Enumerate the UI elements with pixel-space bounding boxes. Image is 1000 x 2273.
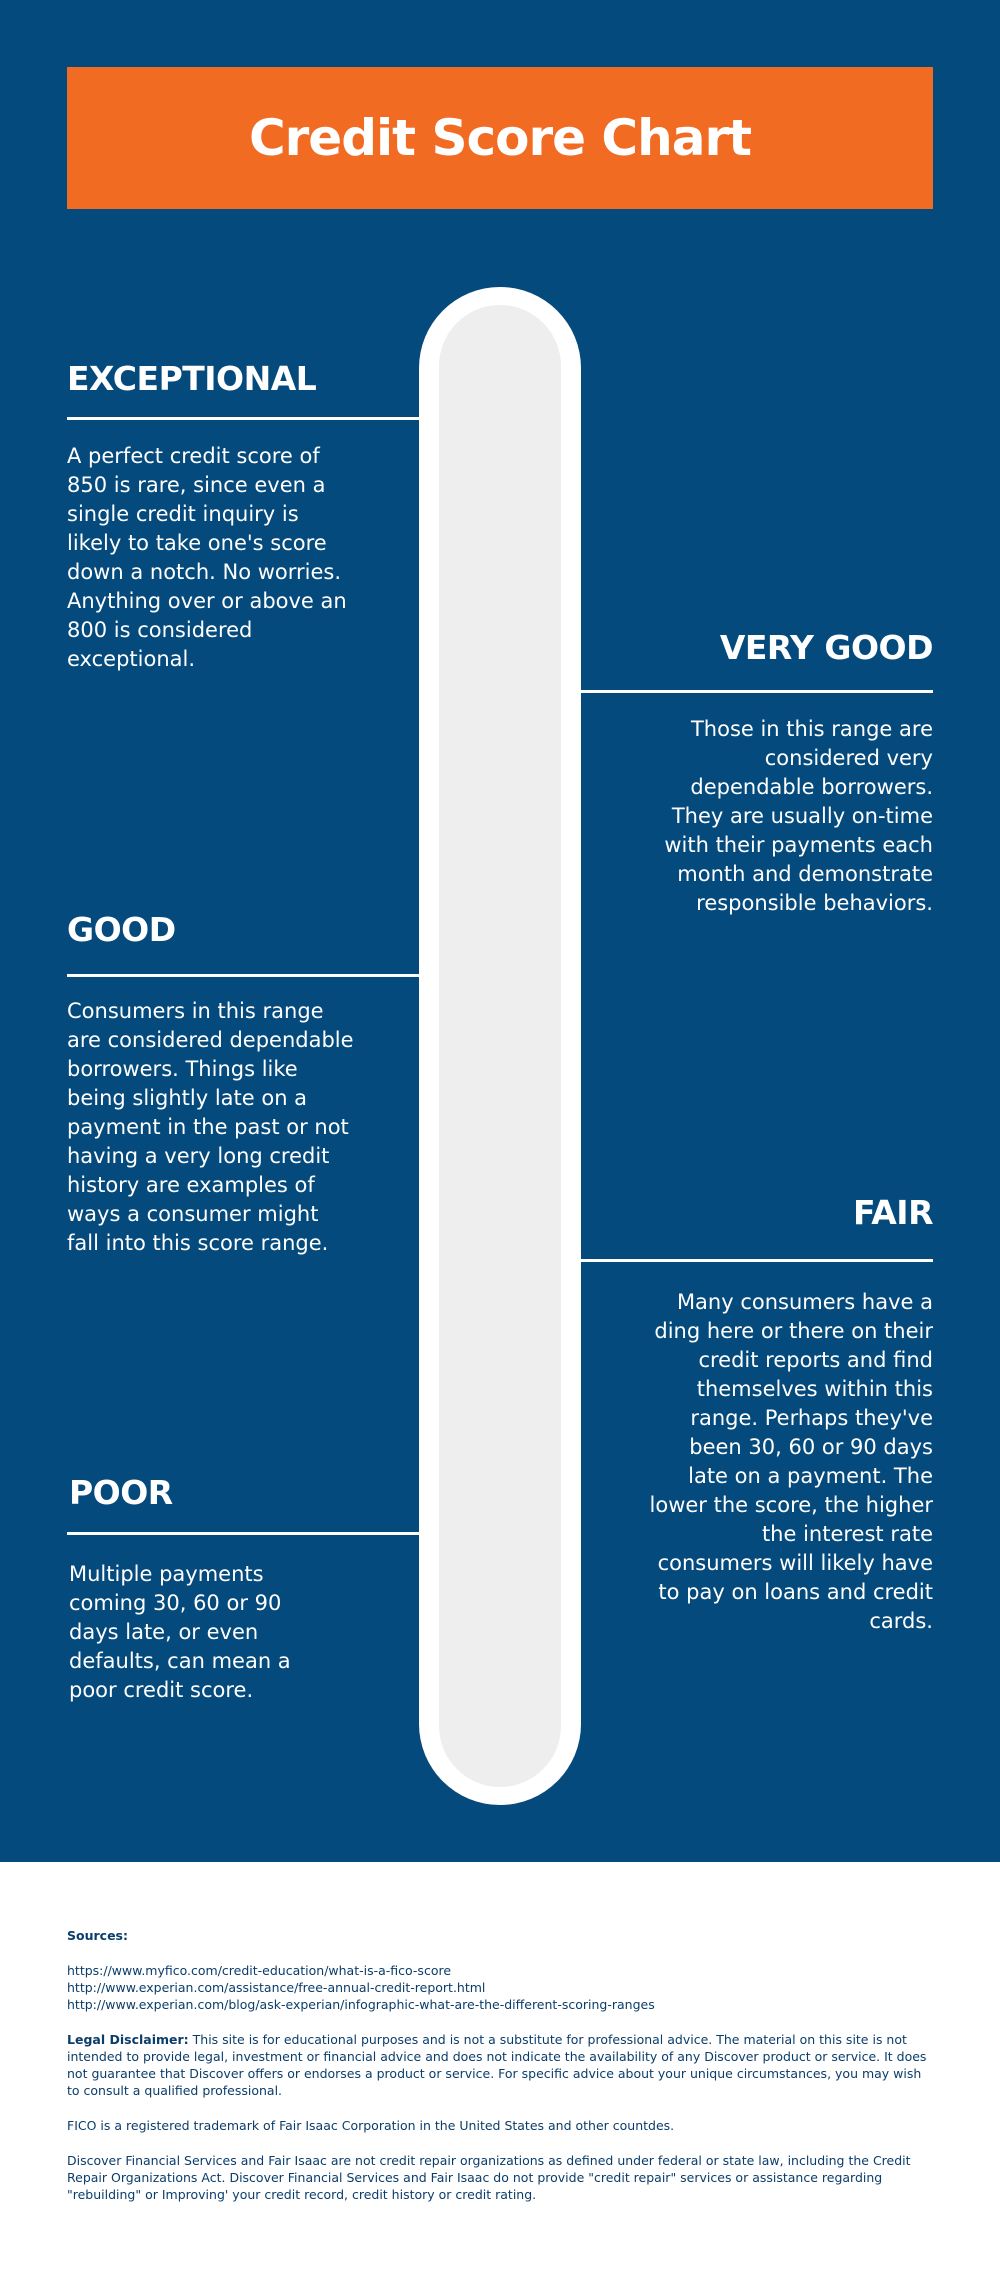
sources-title: Sources:: [67, 1928, 128, 1943]
range-heading: EXCEPTIONAL: [67, 359, 317, 398]
range-description: A perfect credit score of 850 is rare, s…: [67, 444, 347, 671]
source-link[interactable]: http://www.experian.com/assistance/free-…: [67, 1980, 486, 1995]
range-description: Many consumers have a ding here or there…: [649, 1290, 933, 1633]
range-divider: [581, 690, 933, 693]
range-description: Consumers in this range are considered d…: [67, 999, 354, 1255]
source-link[interactable]: https://www.myfico.com/credit-education/…: [67, 1963, 452, 1978]
range-description: Multiple payments coming 30, 60 or 90 da…: [69, 1562, 291, 1702]
thermometer-tube: [439, 305, 561, 1787]
range-heading: FAIR: [853, 1193, 933, 1232]
disclaimer-label: Legal Disclaimer:: [67, 2032, 189, 2047]
range-very-good: VERY GOOD Those in this range are consid…: [581, 628, 934, 931]
range-divider: [67, 1532, 419, 1535]
range-fair: FAIR Many consumers have a ding here or …: [581, 1196, 933, 1636]
range-divider: [67, 417, 419, 420]
trademark-note: FICO is a registered trademark of Fair I…: [67, 2118, 675, 2133]
range-exceptional: EXCEPTIONAL A perfect credit score of 85…: [67, 362, 419, 682]
title-banner: Credit Score Chart: [67, 67, 933, 209]
range-description: Those in this range are considered very …: [664, 717, 933, 915]
source-link[interactable]: http://www.experian.com/blog/ask-experia…: [67, 1997, 655, 2012]
range-divider: [67, 974, 419, 977]
credit-repair-note: Discover Financial Services and Fair Isa…: [67, 2153, 911, 2202]
range-good: GOOD Consumers in this range are conside…: [67, 913, 419, 1293]
disclaimer-text: This site is for educational purposes an…: [67, 2032, 927, 2098]
range-heading: GOOD: [67, 910, 176, 949]
footer: Sources: https://www.myfico.com/credit-e…: [67, 1927, 933, 2221]
legal-disclaimer: Legal Disclaimer: This site is for educa…: [67, 2031, 933, 2099]
page-title: Credit Score Chart: [248, 109, 752, 167]
range-divider: [581, 1259, 933, 1262]
range-heading: VERY GOOD: [719, 628, 934, 667]
range-poor: POOR Multiple payments coming 30, 60 or …: [67, 1476, 419, 1736]
source-links: https://www.myfico.com/credit-education/…: [67, 1962, 933, 2013]
range-heading: POOR: [69, 1473, 173, 1512]
